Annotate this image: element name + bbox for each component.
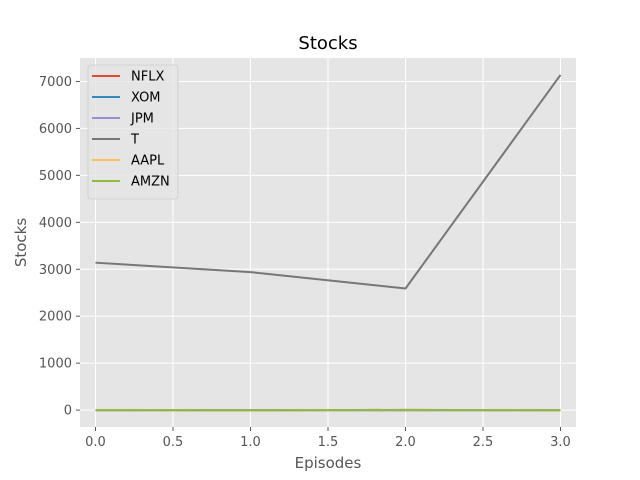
y-tick-label: 1000 [39,357,72,372]
x-tick-label: 0.5 [163,435,184,450]
y-axis-title: Stocks [12,218,30,268]
legend-label-nflx: NFLX [131,70,164,85]
x-tick-label: 1.5 [318,435,339,450]
legend: NFLX XOM JPM T AAPL AMZN [87,64,179,200]
x-tick-label: 2.5 [473,435,494,450]
y-tick-label: 3000 [39,263,72,278]
legend-label-aapl: AAPL [131,154,165,169]
y-axis-ticks: 0 1000 2000 3000 4000 5000 6000 7000 [39,75,80,419]
legend-label-t: T [130,133,139,148]
y-tick-label: 4000 [39,216,72,231]
x-tick-label: 1.0 [240,435,261,450]
series-line-t [95,74,562,290]
series-lines [95,74,562,412]
legend-label-xom: XOM [131,91,161,106]
x-tick-label: 3.0 [550,435,571,450]
legend-label-amzn: AMZN [131,175,170,190]
x-axis-title: Episodes [295,454,362,472]
y-tick-label: 0 [64,404,72,419]
x-tick-label: 0.0 [85,435,106,450]
legend-box [87,64,179,200]
chart-title: Stocks [298,33,357,54]
legend-label-jpm: JPM [130,112,154,127]
x-axis-ticks: 0.0 0.5 1.0 1.5 2.0 2.5 3.0 [85,427,571,450]
y-tick-label: 6000 [39,122,72,137]
x-tick-label: 2.0 [395,435,416,450]
y-tick-label: 2000 [39,310,72,325]
y-tick-label: 7000 [39,75,72,90]
y-tick-label: 5000 [39,169,72,184]
